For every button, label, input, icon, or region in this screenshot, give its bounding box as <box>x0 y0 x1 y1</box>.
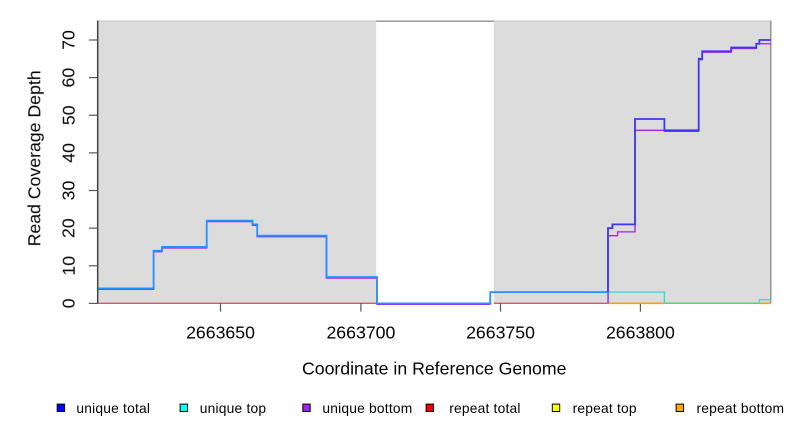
svg-text:repeat bottom: repeat bottom <box>697 401 785 416</box>
svg-text:2663800: 2663800 <box>606 323 675 343</box>
svg-text:60: 60 <box>59 68 79 88</box>
svg-text:2663650: 2663650 <box>186 323 255 343</box>
svg-text:10: 10 <box>59 256 79 276</box>
svg-text:20: 20 <box>59 218 79 238</box>
svg-text:repeat top: repeat top <box>573 401 637 416</box>
svg-text:unique total: unique total <box>76 401 150 416</box>
svg-text:unique top: unique top <box>200 401 267 416</box>
svg-text:2663750: 2663750 <box>466 323 535 343</box>
svg-text:repeat total: repeat total <box>449 401 520 416</box>
svg-text:unique bottom: unique bottom <box>322 401 412 416</box>
svg-text:50: 50 <box>59 105 79 125</box>
svg-text:0: 0 <box>59 298 79 308</box>
svg-text:Read Coverage Depth: Read Coverage Depth <box>24 70 44 246</box>
svg-text:40: 40 <box>59 143 79 163</box>
svg-text:2663700: 2663700 <box>326 323 395 343</box>
svg-text:30: 30 <box>59 181 79 201</box>
svg-text:Coordinate in Reference Genome: Coordinate in Reference Genome <box>302 359 567 379</box>
svg-text:70: 70 <box>59 30 79 50</box>
